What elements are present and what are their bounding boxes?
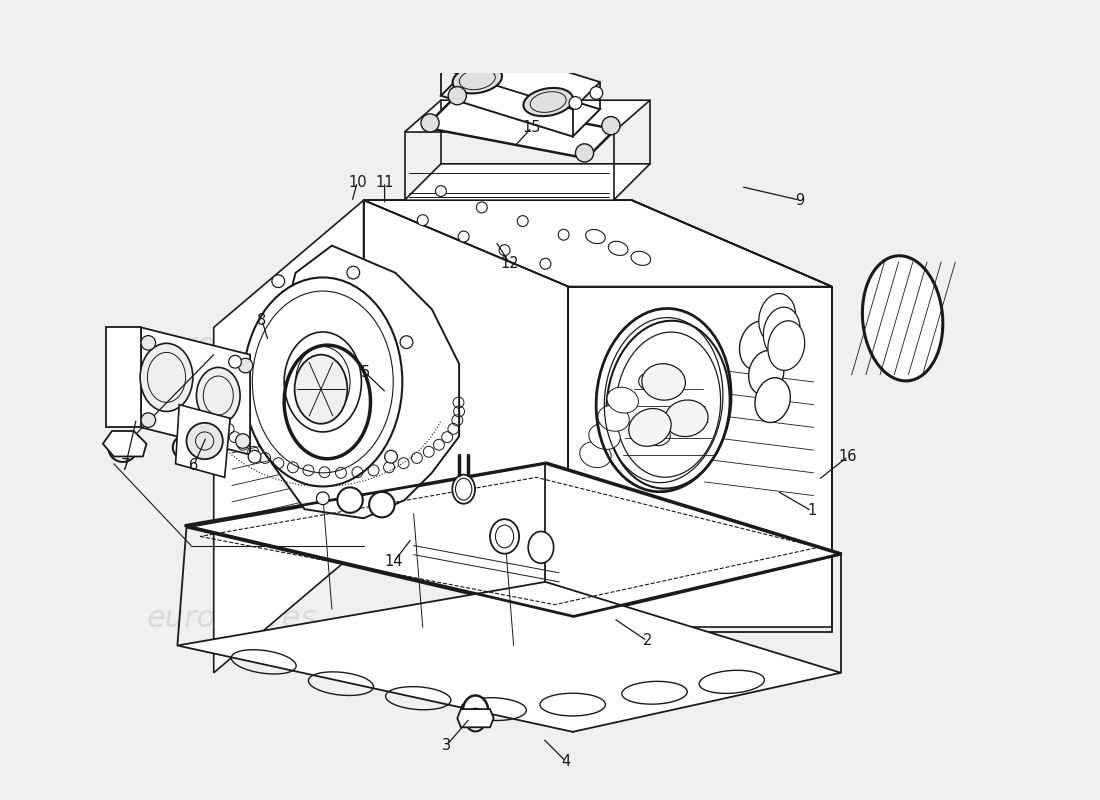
Circle shape: [602, 117, 620, 134]
Text: eurospares: eurospares: [528, 331, 698, 360]
Text: 1: 1: [807, 503, 816, 518]
Polygon shape: [213, 200, 364, 673]
Ellipse shape: [524, 88, 573, 116]
Text: 10: 10: [348, 174, 366, 190]
Polygon shape: [425, 98, 615, 158]
Circle shape: [540, 258, 551, 270]
Polygon shape: [103, 431, 146, 457]
Circle shape: [441, 59, 453, 72]
Circle shape: [141, 335, 155, 350]
Polygon shape: [141, 327, 250, 454]
Ellipse shape: [452, 474, 475, 504]
Polygon shape: [177, 582, 840, 732]
Circle shape: [385, 450, 397, 463]
Circle shape: [436, 186, 447, 197]
Text: eurospares: eurospares: [146, 604, 317, 633]
Circle shape: [569, 97, 582, 110]
Polygon shape: [405, 100, 650, 132]
Text: 3: 3: [442, 738, 451, 753]
Ellipse shape: [243, 278, 403, 486]
Ellipse shape: [629, 409, 671, 446]
Circle shape: [346, 266, 360, 279]
Circle shape: [517, 216, 528, 226]
Ellipse shape: [140, 343, 192, 411]
Text: eurospares: eurospares: [146, 331, 317, 360]
Circle shape: [400, 336, 412, 349]
Text: 5: 5: [361, 366, 370, 380]
Ellipse shape: [197, 367, 240, 424]
Ellipse shape: [588, 423, 620, 450]
Text: 9: 9: [795, 193, 804, 208]
Circle shape: [575, 144, 594, 162]
Circle shape: [141, 413, 155, 427]
Text: 12: 12: [500, 256, 519, 271]
Ellipse shape: [452, 66, 502, 94]
Ellipse shape: [631, 251, 651, 266]
Circle shape: [239, 358, 253, 373]
Circle shape: [317, 492, 329, 505]
Polygon shape: [458, 709, 494, 727]
Circle shape: [417, 214, 428, 226]
Ellipse shape: [598, 406, 629, 431]
Text: 11: 11: [375, 174, 394, 190]
Text: 8: 8: [257, 313, 266, 328]
Circle shape: [249, 450, 261, 463]
Ellipse shape: [755, 378, 790, 422]
Polygon shape: [364, 200, 569, 627]
Polygon shape: [569, 286, 832, 627]
Text: 13: 13: [466, 0, 485, 3]
Ellipse shape: [768, 321, 805, 370]
Ellipse shape: [607, 387, 638, 413]
Circle shape: [421, 114, 439, 132]
Circle shape: [338, 487, 363, 513]
Ellipse shape: [759, 294, 795, 343]
Ellipse shape: [664, 400, 708, 437]
Ellipse shape: [295, 354, 348, 424]
Circle shape: [235, 434, 250, 448]
Ellipse shape: [763, 307, 800, 357]
Polygon shape: [405, 164, 650, 200]
Ellipse shape: [580, 442, 612, 468]
Ellipse shape: [463, 695, 488, 726]
Ellipse shape: [862, 256, 943, 381]
Polygon shape: [187, 464, 840, 618]
Polygon shape: [241, 246, 459, 518]
Circle shape: [173, 435, 197, 459]
Polygon shape: [107, 327, 141, 427]
Circle shape: [464, 49, 477, 61]
Polygon shape: [176, 405, 230, 478]
Circle shape: [272, 275, 285, 287]
Polygon shape: [364, 200, 832, 286]
Ellipse shape: [528, 531, 553, 563]
Circle shape: [459, 231, 469, 242]
Text: 2: 2: [642, 634, 652, 649]
Polygon shape: [441, 69, 600, 137]
Circle shape: [590, 86, 603, 99]
Circle shape: [448, 86, 466, 105]
Circle shape: [558, 230, 569, 240]
Ellipse shape: [585, 230, 605, 244]
Polygon shape: [441, 41, 600, 110]
Circle shape: [499, 245, 510, 256]
Text: 4: 4: [562, 754, 571, 770]
Ellipse shape: [739, 321, 779, 370]
Ellipse shape: [641, 364, 685, 400]
Text: 15: 15: [522, 120, 541, 135]
Ellipse shape: [465, 709, 485, 731]
Ellipse shape: [608, 242, 628, 255]
Text: 6: 6: [189, 458, 198, 473]
Ellipse shape: [490, 519, 519, 554]
Circle shape: [229, 355, 241, 368]
Text: eurospares: eurospares: [528, 604, 698, 633]
Ellipse shape: [606, 321, 729, 489]
Circle shape: [187, 423, 223, 459]
Ellipse shape: [749, 350, 784, 395]
Circle shape: [108, 433, 138, 462]
Circle shape: [476, 202, 487, 213]
Text: 7: 7: [121, 458, 130, 473]
Circle shape: [370, 492, 395, 518]
Text: 16: 16: [839, 449, 857, 464]
Text: 14: 14: [384, 554, 403, 570]
